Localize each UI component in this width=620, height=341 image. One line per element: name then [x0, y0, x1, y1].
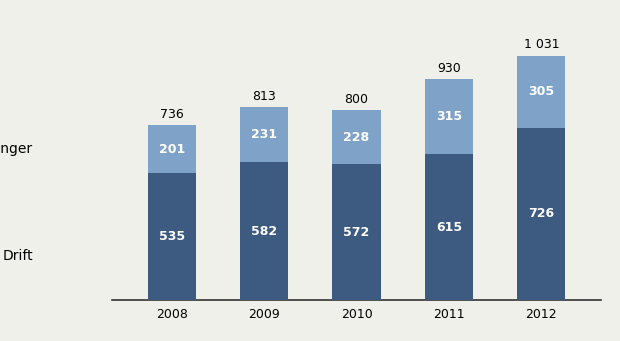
Text: 535: 535: [159, 230, 185, 243]
Text: 813: 813: [252, 90, 276, 103]
Bar: [332, 110, 381, 164]
Bar: [240, 107, 288, 162]
Text: 582: 582: [251, 225, 277, 238]
Text: 930: 930: [437, 62, 461, 75]
Text: 615: 615: [436, 221, 462, 234]
Text: 201: 201: [159, 143, 185, 156]
Text: 736: 736: [160, 108, 184, 121]
Bar: [148, 173, 196, 300]
Text: Drift: Drift: [2, 249, 33, 263]
Text: 1 031: 1 031: [523, 38, 559, 51]
Text: 231: 231: [251, 128, 277, 141]
Text: 315: 315: [436, 110, 462, 123]
Text: 228: 228: [343, 131, 370, 144]
Bar: [240, 162, 288, 300]
Bar: [332, 164, 381, 300]
Bar: [517, 56, 565, 128]
Text: 726: 726: [528, 207, 554, 221]
Bar: [425, 154, 473, 300]
Text: 572: 572: [343, 226, 370, 239]
Bar: [425, 79, 473, 154]
Text: Investeringer: Investeringer: [0, 142, 33, 156]
Bar: [517, 128, 565, 300]
Text: 800: 800: [345, 93, 368, 106]
Bar: [148, 125, 196, 173]
Text: 305: 305: [528, 85, 554, 98]
